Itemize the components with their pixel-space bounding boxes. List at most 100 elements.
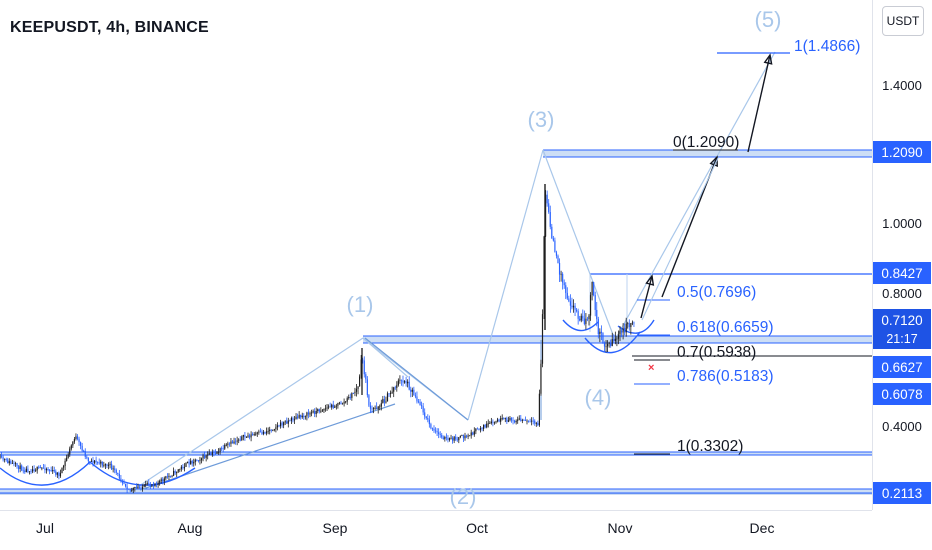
candle-body [138,487,141,489]
candle-body [5,459,7,461]
wave-segment [129,337,364,493]
cup-arc-1 [0,461,91,486]
fib-level-label: 0.786(0.5183) [677,368,774,385]
wave-label: (4) [585,385,612,410]
candle-body [566,292,568,299]
candle-body [383,399,385,403]
candle-body [137,487,139,489]
candle-body [30,471,32,473]
time-axis[interactable]: Jul Aug Sep Oct Nov Dec [36,520,774,536]
candle-body [92,460,94,463]
candle-body [86,456,88,458]
candle-body [400,379,403,381]
candle-body [275,427,277,430]
candle-body [461,435,463,436]
candle-body [331,404,333,408]
candle-body [35,470,37,472]
price-level-label: 0.6627 [881,360,922,375]
candle-body [518,418,520,420]
time-tick-label: Dec [750,520,775,536]
candle-body [205,455,207,458]
candle-body [13,463,15,464]
candle-body [574,305,576,310]
candle-body [230,441,232,444]
candle-body [496,419,499,422]
target-level-label: 1(1.4866) [794,38,860,55]
wave-label: (1) [347,292,374,317]
candle-body [174,471,176,474]
candle-body [624,327,626,333]
candle-body [622,327,624,333]
candle-body [155,484,158,486]
price-axis[interactable]: 0.40000.60000.80001.00001.40001.20900.84… [873,78,931,504]
candle-body [4,459,6,461]
candle-body [248,435,251,438]
candle-body [98,462,100,464]
candle-body [204,455,206,458]
candle-body [558,263,561,275]
candle-body [442,437,444,440]
candle-body [126,486,128,489]
candle-body [317,409,319,412]
candle-body [421,405,423,407]
candle-body [579,318,581,321]
candle-body [75,436,77,439]
candle-body [272,430,274,431]
candle-body [600,331,602,333]
candle-body [484,424,486,428]
candle-body [78,438,80,443]
candle-body [284,421,286,423]
countdown-label: 21:17 [886,332,917,346]
candle-body [416,396,418,402]
candle-body [149,485,151,487]
candle-body [445,436,447,438]
candle-body [76,436,79,439]
candle-body [503,418,505,419]
candle-body [386,393,389,402]
candle-body [562,273,564,283]
candle-body [492,421,494,423]
candle-body [631,322,633,324]
candle-body [355,388,358,392]
candle-body [431,428,434,430]
candle-body [87,457,89,462]
candle-body [135,486,137,488]
candle-body [245,436,248,438]
price-tick-label: 1.0000 [882,216,922,231]
candle-body [303,415,305,418]
candle-body [121,481,124,483]
price-tick-label: 1.4000 [882,78,922,93]
candle-body [359,376,361,387]
candle-body [326,407,328,409]
candle-body [168,475,170,478]
candle-body [217,451,220,453]
candle-body [380,403,382,407]
candle-body [374,407,376,409]
wave-label: (3) [528,107,555,132]
candle-body [227,443,229,445]
candle-body [321,410,323,412]
candle-body [114,468,116,470]
candle-body [611,339,613,346]
candle-body [537,422,539,426]
candle-body [444,436,446,440]
candle-body [627,323,629,325]
candle-body [7,459,9,464]
candle-body [329,406,331,408]
candle-body [169,475,172,477]
candle-body [493,422,496,424]
currency-button[interactable]: USDT [882,6,924,36]
candle-body [335,405,337,407]
candle-body [295,416,297,420]
candle-body [391,391,393,393]
candle-body [58,472,60,477]
candle-body [81,445,83,451]
arrow-to-8427 [640,275,653,319]
candle-body [425,416,427,419]
candle-body [456,439,458,441]
candle-body [33,469,35,472]
candle-body [349,397,351,398]
candle-body [371,408,373,410]
price-tick-label: 0.4000 [882,419,922,434]
